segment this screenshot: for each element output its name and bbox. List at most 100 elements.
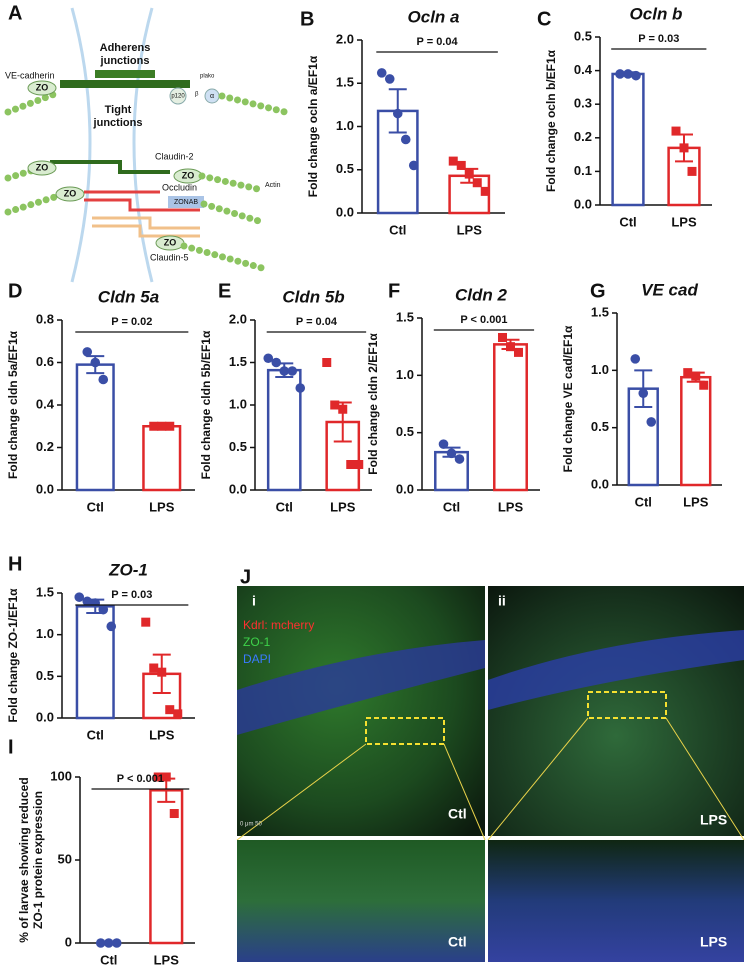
data-point [98, 604, 109, 615]
diagram-label: VE-cadherin [5, 70, 55, 80]
condition-label: Ctl [448, 806, 467, 822]
cadherin [95, 70, 155, 78]
data-point [464, 169, 474, 179]
data-point [480, 186, 490, 196]
p-value: P < 0.001 [117, 773, 164, 785]
panel-letter: C [537, 8, 551, 30]
x-tick-label: LPS [330, 499, 356, 514]
diagram-label: ZO [164, 237, 177, 247]
data-point [615, 69, 625, 79]
data-point [438, 439, 449, 449]
data-point [514, 347, 523, 357]
zo [27, 80, 57, 96]
y-tick-label: 2.0 [336, 31, 354, 46]
diagram-label: ZO [64, 188, 77, 198]
zo [55, 186, 85, 202]
p-value: P = 0.02 [111, 316, 152, 328]
data-point [173, 709, 183, 719]
image [237, 840, 485, 962]
y-axis-label: % of larvae showing reduced [17, 777, 31, 942]
data-point [456, 160, 466, 170]
data-point [90, 598, 101, 608]
actin [4, 164, 44, 182]
data-point [149, 421, 159, 431]
chart-title: Ocln b [630, 4, 683, 23]
panel-letter: F [388, 280, 400, 302]
data-point [498, 332, 507, 342]
membrane [132, 7, 154, 283]
panel-letter: J [240, 566, 251, 588]
y-tick-label: 0.5 [591, 419, 609, 434]
catenin [169, 87, 187, 105]
y-axis-label: ZO-1 protein expression [31, 791, 45, 929]
p-value: P = 0.03 [638, 33, 679, 45]
diagram-label: junctions [93, 117, 143, 129]
panel-letter: A [8, 2, 22, 24]
data-point [165, 421, 175, 431]
x-tick-label: LPS [154, 952, 180, 965]
legend-label: ZO-1 [243, 635, 271, 649]
microscopy-panel: J i ii Kdrl: mcherry ZO-1 DAPI Ctl LPS C… [236, 566, 745, 962]
cadherin [60, 80, 190, 88]
y-tick-label: 0.0 [574, 196, 592, 211]
image-tag: i [252, 593, 256, 609]
y-tick-label: 0.4 [574, 62, 593, 77]
diagram-label: ZO [36, 162, 49, 172]
condition-label: LPS [700, 812, 727, 828]
y-tick-label: 0.0 [591, 476, 609, 491]
y-tick-label: 0.0 [396, 481, 414, 496]
zoom-box [587, 691, 667, 719]
data-point [384, 74, 395, 84]
y-tick-label: 2.0 [229, 311, 247, 326]
junction-diagram: A Adherens junctions VE-cadherin ZO plak… [4, 2, 289, 283]
p-value: P = 0.04 [296, 316, 338, 328]
x-tick-label: LPS [149, 499, 175, 514]
data-point [691, 371, 701, 381]
y-axis-label: Fold change cldn 5a/EF1α [6, 330, 20, 479]
y-axis-label: Fold change ocln a/EF1α [306, 55, 320, 197]
panel-letter: E [218, 280, 231, 302]
occludin [84, 190, 200, 212]
p-value: P < 0.001 [460, 314, 507, 326]
legend-label: Kdrl: mcherry [243, 618, 314, 632]
p-value: P = 0.03 [111, 589, 152, 601]
data-point [111, 938, 122, 948]
data-point [98, 374, 109, 385]
panel-letter: D [8, 280, 22, 302]
actin [200, 200, 266, 226]
data-point [392, 108, 403, 119]
y-tick-label: 0.8 [36, 311, 54, 326]
diagram-label: Adherens [100, 42, 151, 54]
x-tick-label: Ctl [443, 499, 460, 514]
image [488, 586, 744, 836]
data-point [330, 400, 340, 410]
data-point [408, 160, 419, 171]
panel-letter: B [300, 8, 314, 30]
data-point [623, 69, 633, 79]
y-tick-label: 50 [58, 851, 72, 866]
x-tick-label: LPS [671, 214, 697, 229]
y-tick-label: 100 [50, 768, 72, 783]
data-point [165, 705, 175, 715]
y-tick-label: 0.5 [36, 668, 54, 683]
y-tick-label: 0.0 [36, 481, 54, 496]
diagram-label: ZONAB [174, 199, 198, 206]
zonab [168, 196, 204, 208]
y-axis-label: Fold change cldn 2/EF1α [366, 333, 380, 475]
y-tick-label: 1.5 [396, 309, 414, 324]
zo [27, 160, 57, 176]
data-point [683, 368, 693, 378]
y-tick-label: 0.0 [336, 204, 354, 219]
bar [142, 425, 182, 492]
data-point [82, 347, 93, 357]
data-point [295, 383, 306, 393]
data-point [472, 178, 482, 188]
data-point [271, 357, 282, 368]
data-point [376, 68, 387, 78]
data-point [687, 166, 697, 176]
diagram-label: junctions [100, 55, 150, 67]
y-tick-label: 1.0 [396, 367, 414, 382]
y-tick-label: 0.5 [229, 439, 247, 454]
actin [4, 192, 62, 216]
